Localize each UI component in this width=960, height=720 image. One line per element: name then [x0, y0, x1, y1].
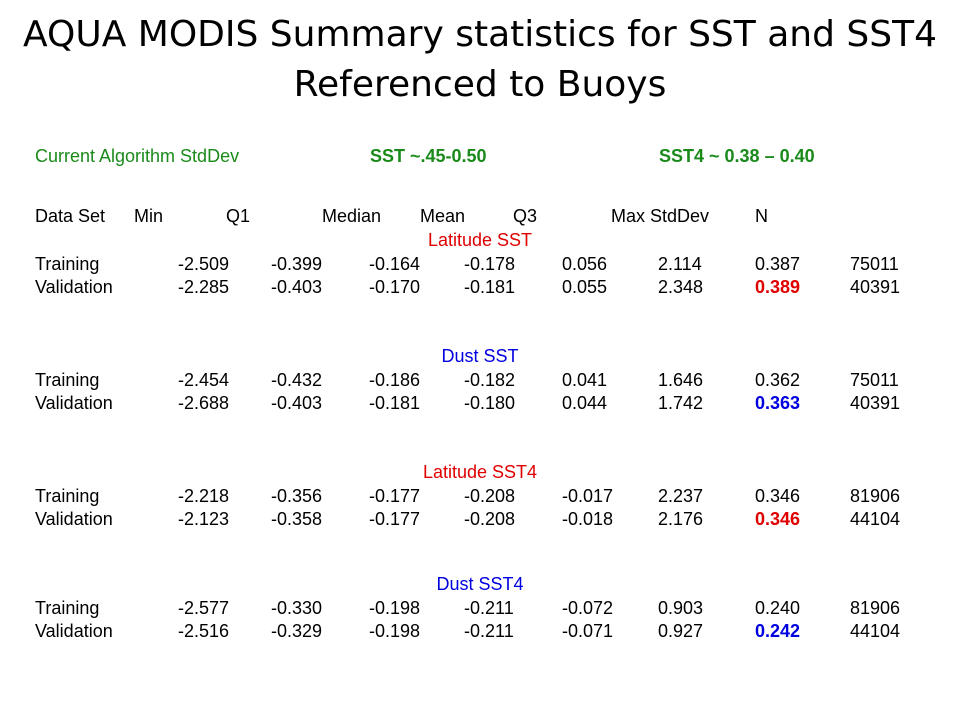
- cell-q1: -0.329: [271, 621, 323, 641]
- cell-q3: 0.044: [562, 393, 608, 413]
- header-mean: Mean: [420, 206, 466, 226]
- cell-n: 81906: [850, 486, 901, 506]
- title-line-2: Referenced to Buoys: [293, 64, 667, 105]
- cell-max: 1.646: [658, 370, 704, 390]
- cell-min: -2.688: [178, 393, 230, 413]
- cell-n: 75011: [850, 254, 899, 274]
- cell-min: -2.218: [178, 486, 230, 506]
- cell-median: -0.198: [369, 598, 421, 618]
- cell-min: -2.285: [178, 277, 230, 297]
- cell-min: -2.123: [178, 509, 230, 529]
- cell-q3: 0.041: [562, 370, 608, 390]
- cell-dataset: Validation: [35, 621, 113, 641]
- cell-median: -0.177: [369, 486, 421, 506]
- cell-q3: -0.017: [562, 486, 614, 506]
- header-q3: Q3: [513, 206, 538, 226]
- section-title: Dust SST4: [436, 574, 524, 594]
- cell-max: 0.927: [658, 621, 704, 641]
- cell-stddev: 0.242: [755, 621, 801, 641]
- header-median: Median: [322, 206, 382, 226]
- cell-dataset: Validation: [35, 277, 113, 297]
- cell-dataset: Training: [35, 254, 100, 274]
- cell-stddev: 0.389: [755, 277, 801, 297]
- slide-title: AQUA MODIS Summary statistics for SST an…: [0, 10, 960, 110]
- cell-mean: -0.178: [464, 254, 516, 274]
- cell-stddev: 0.363: [755, 393, 801, 413]
- cell-n: 40391: [850, 277, 901, 297]
- cell-median: -0.164: [369, 254, 421, 274]
- header-stddev: StdDev: [650, 206, 710, 226]
- cell-max: 2.176: [658, 509, 704, 529]
- header-max: Max: [611, 206, 646, 226]
- cell-dataset: Training: [35, 598, 100, 618]
- cell-median: -0.177: [369, 509, 421, 529]
- cell-q1: -0.356: [271, 486, 323, 506]
- cell-dataset: Training: [35, 370, 100, 390]
- cell-max: 2.348: [658, 277, 704, 297]
- header-q1: Q1: [226, 206, 251, 226]
- cell-mean: -0.211: [464, 598, 514, 618]
- cell-q1: -0.358: [271, 509, 323, 529]
- cell-stddev: 0.362: [755, 370, 801, 390]
- cell-q1: -0.403: [271, 393, 323, 413]
- cell-q1: -0.330: [271, 598, 323, 618]
- cell-max: 0.903: [658, 598, 704, 618]
- cell-q3: -0.018: [562, 509, 614, 529]
- section-title: Dust SST: [441, 346, 519, 366]
- cell-q1: -0.399: [271, 254, 323, 274]
- cell-mean: -0.180: [464, 393, 516, 413]
- cell-median: -0.186: [369, 370, 421, 390]
- cell-mean: -0.181: [464, 277, 516, 297]
- cell-median: -0.170: [369, 277, 421, 297]
- cell-dataset: Training: [35, 486, 100, 506]
- cell-mean: -0.182: [464, 370, 516, 390]
- cell-n: 75011: [850, 370, 899, 390]
- header-min: Min: [134, 206, 164, 226]
- section-title: Latitude SST4: [422, 462, 538, 482]
- cell-q3: 0.056: [562, 254, 608, 274]
- cell-mean: -0.211: [464, 621, 514, 641]
- cell-q3: -0.071: [562, 621, 614, 641]
- cell-q1: -0.432: [271, 370, 323, 390]
- header-data-set: Data Set: [35, 206, 106, 226]
- sst-stddev-range: SST ~.45-0.50: [370, 146, 487, 166]
- cell-mean: -0.208: [464, 486, 516, 506]
- cell-median: -0.198: [369, 621, 421, 641]
- cell-max: 1.742: [658, 393, 704, 413]
- cell-n: 40391: [850, 393, 901, 413]
- cell-dataset: Validation: [35, 509, 113, 529]
- cell-n: 44104: [850, 509, 901, 529]
- cell-min: -2.454: [178, 370, 230, 390]
- cell-max: 2.114: [658, 254, 702, 274]
- sst4-stddev-range: SST4 ~ 0.38 – 0.40: [659, 146, 815, 166]
- title-line-1: AQUA MODIS Summary statistics for SST an…: [23, 14, 937, 55]
- cell-stddev: 0.240: [755, 598, 801, 618]
- cell-max: 2.237: [658, 486, 704, 506]
- cell-dataset: Validation: [35, 393, 113, 413]
- cell-q3: 0.055: [562, 277, 608, 297]
- section-title: Latitude SST: [427, 230, 533, 250]
- algorithm-label: Current Algorithm StdDev: [35, 146, 240, 166]
- cell-n: 81906: [850, 598, 901, 618]
- cell-n: 44104: [850, 621, 901, 641]
- header-n: N: [755, 206, 768, 226]
- cell-stddev: 0.346: [755, 509, 801, 529]
- cell-min: -2.577: [178, 598, 230, 618]
- cell-min: -2.509: [178, 254, 230, 274]
- cell-q1: -0.403: [271, 277, 323, 297]
- cell-min: -2.516: [178, 621, 230, 641]
- cell-stddev: 0.346: [755, 486, 801, 506]
- cell-stddev: 0.387: [755, 254, 801, 274]
- cell-mean: -0.208: [464, 509, 516, 529]
- cell-median: -0.181: [369, 393, 421, 413]
- cell-q3: -0.072: [562, 598, 614, 618]
